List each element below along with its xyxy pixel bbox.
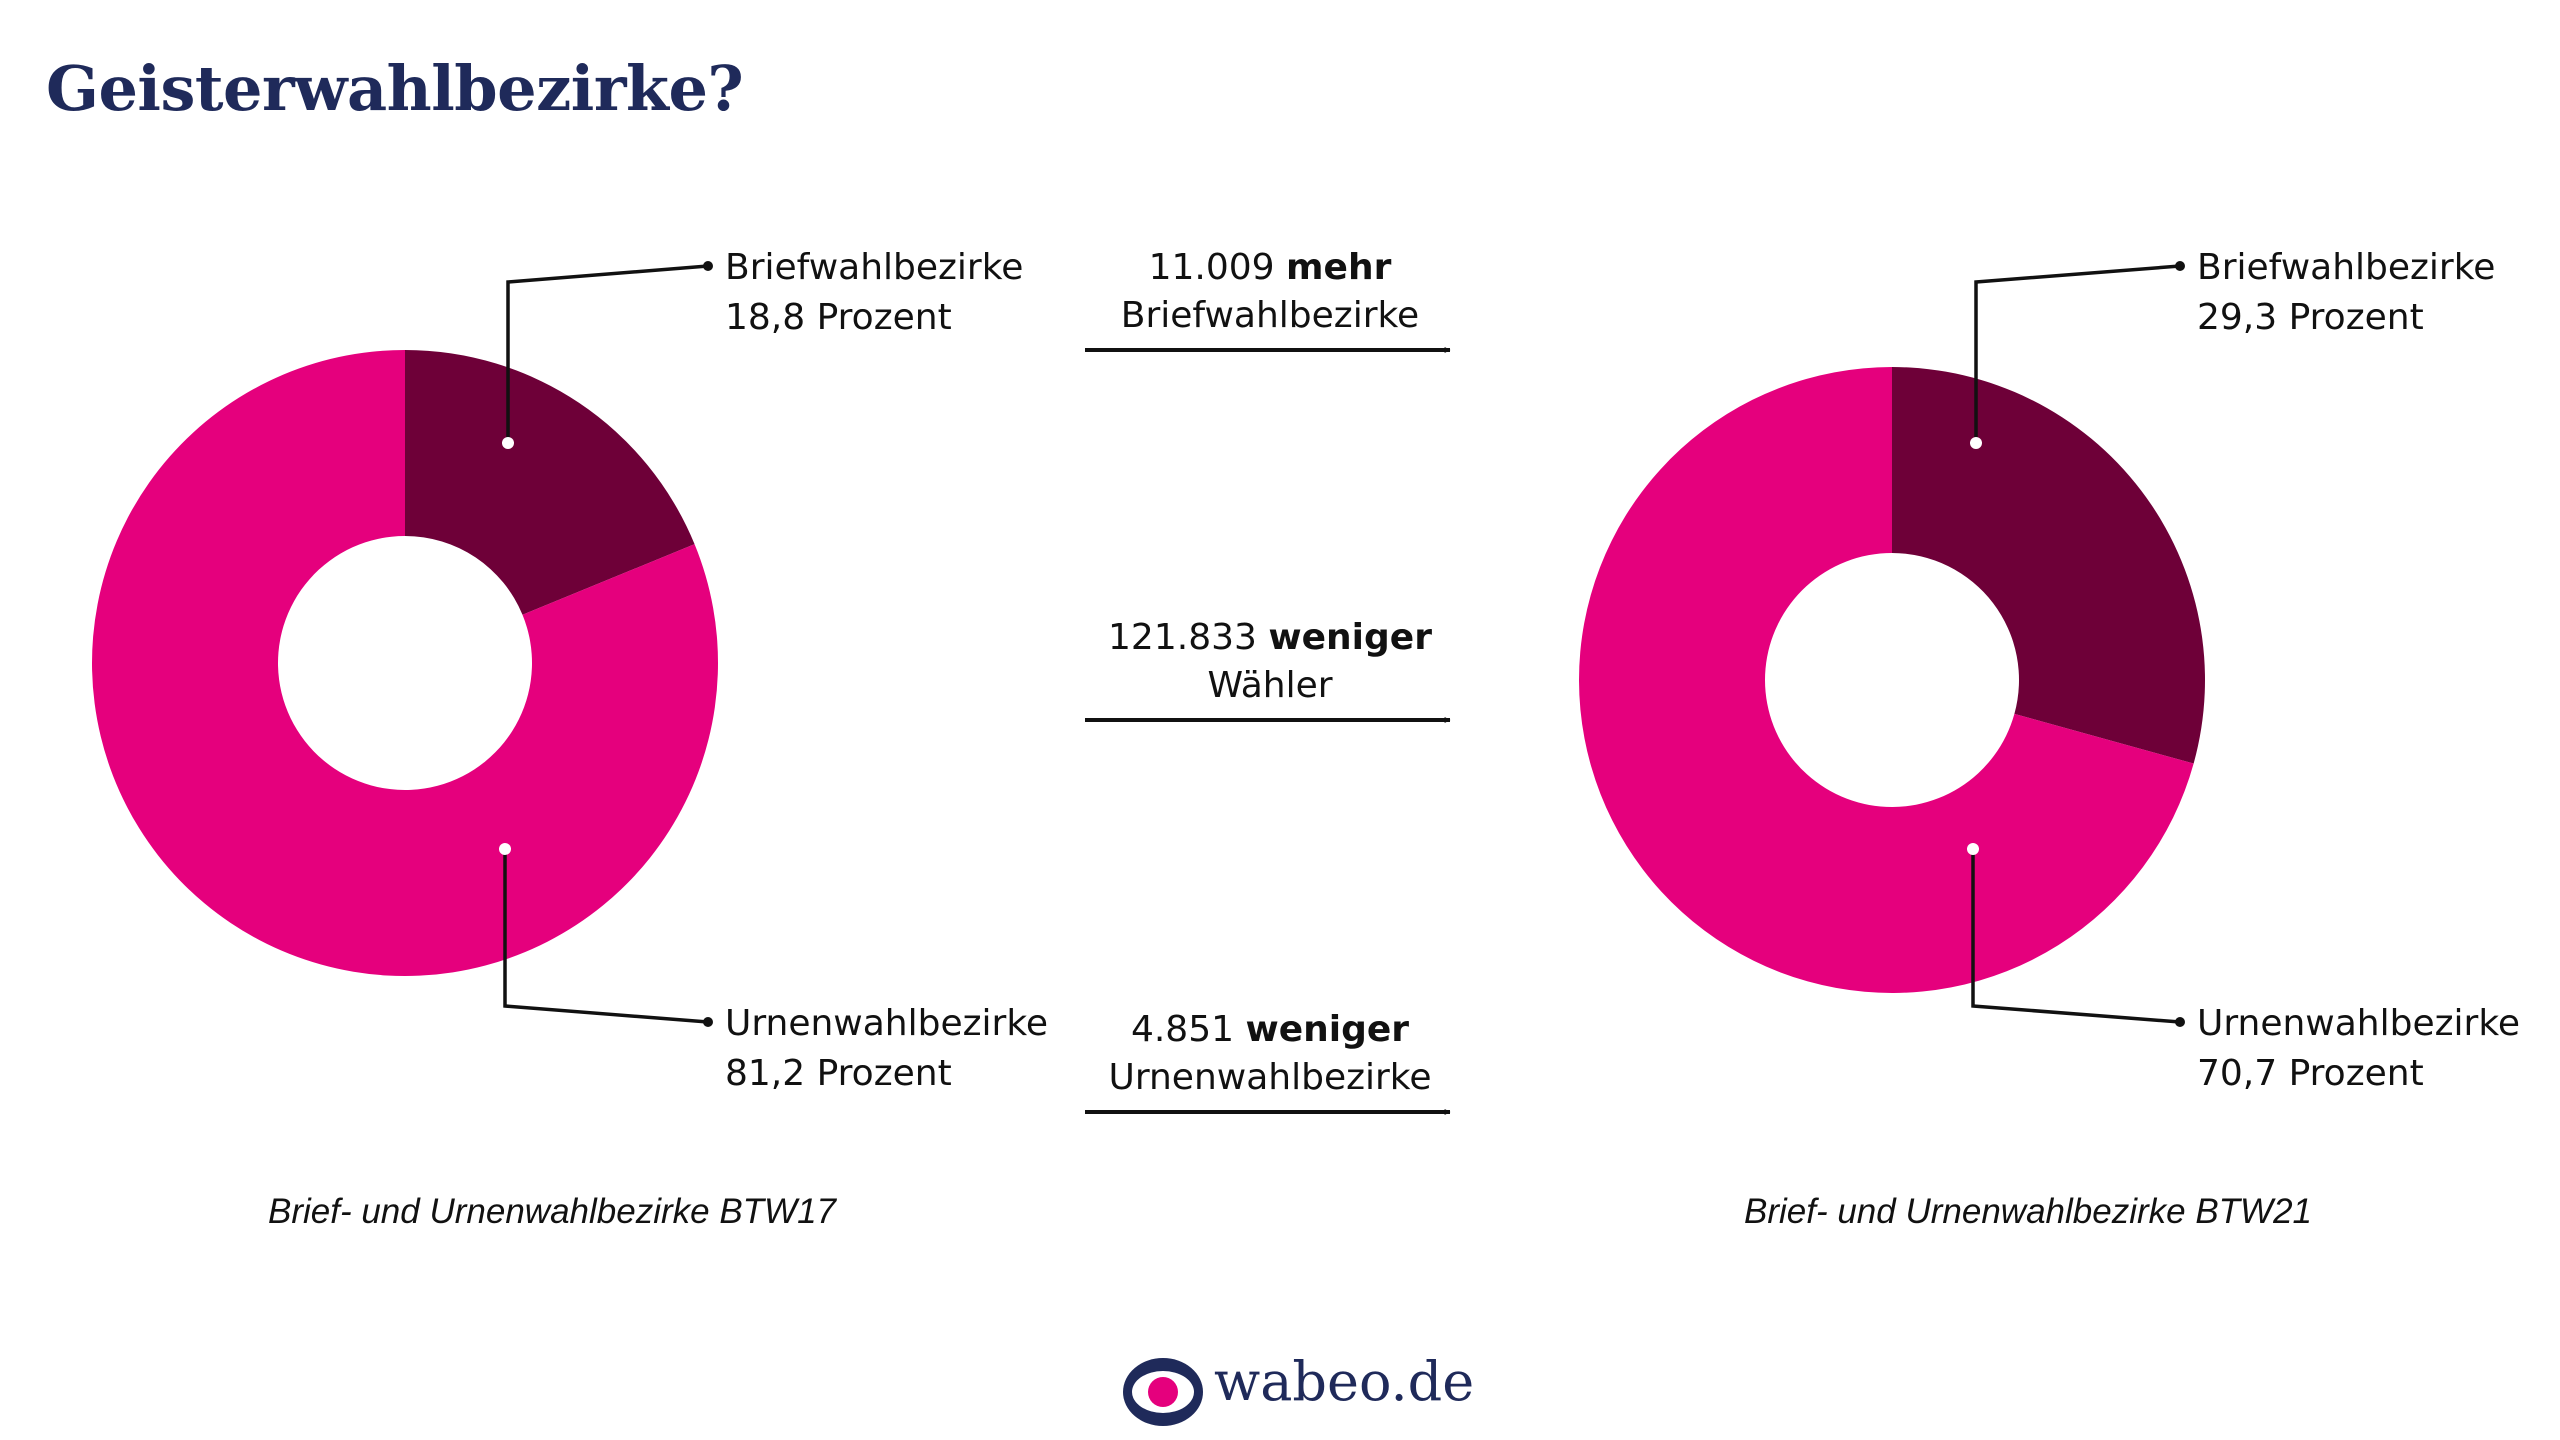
change-number: 4.851 xyxy=(1130,1009,1234,1050)
caption-btw17: Brief- und Urnenwahlbezirke BTW17 xyxy=(268,1192,837,1231)
change-subject: Urnenwahlbezirke xyxy=(1108,1057,1432,1098)
leader-dot-end-brief-btw17 xyxy=(703,261,713,271)
change-direction: mehr xyxy=(1286,247,1392,288)
leader-dot-start-brief-btw21 xyxy=(1970,437,1982,449)
leader-line-brief-btw17 xyxy=(506,264,709,443)
leader-dot-start-brief-btw17 xyxy=(502,437,514,449)
donut-chart-btw17 xyxy=(91,350,719,976)
slice-urnenwahlbezirke-btw21 xyxy=(1579,367,2194,993)
change-subject: Briefwahlbezirke xyxy=(1120,295,1420,336)
leader-dot-end-urne-btw21 xyxy=(2175,1017,2185,1027)
slice-briefwahlbezirke-btw17 xyxy=(405,350,695,615)
label-brief-btw21: Briefwahlbezirke 29,3 Prozent xyxy=(2197,243,2495,343)
label-urne-value-btw17: 81,2 Prozent xyxy=(725,1053,952,1094)
leader-dot-end-urne-btw17 xyxy=(703,1017,713,1027)
label-urne-btw17: Urnenwahlbezirke 81,2 Prozent xyxy=(725,999,1048,1099)
label-urne-btw21: Urnenwahlbezirke 70,7 Prozent xyxy=(2197,999,2520,1099)
slice-briefwahlbezirke-btw21 xyxy=(1892,367,2206,764)
change-subject: Wähler xyxy=(1207,665,1333,706)
change-urnenwahlbezirke: 4.851 weniger Urnenwahlbezirke xyxy=(1040,1006,1500,1102)
label-brief-value-btw17: 18,8 Prozent xyxy=(725,297,952,338)
donut-chart-btw21 xyxy=(1579,367,2206,993)
leader-line-brief-btw21 xyxy=(1974,264,2181,443)
change-number: 121.833 xyxy=(1108,617,1257,658)
label-urne-name-btw17: Urnenwahlbezirke xyxy=(725,1003,1049,1044)
change-number: 11.009 xyxy=(1148,247,1275,288)
leader-dot-start-urne-btw17 xyxy=(499,843,511,855)
label-urne-value-btw21: 70,7 Prozent xyxy=(2197,1053,2424,1094)
leader-line-urne-btw21 xyxy=(1971,849,2181,1024)
leader-line-urne-btw17 xyxy=(503,849,709,1024)
change-briefwahlbezirke: 11.009 mehr Briefwahlbezirke xyxy=(1040,244,1500,340)
label-brief-btw17: Briefwahlbezirke 18,8 Prozent xyxy=(725,243,1023,343)
caption-btw21: Brief- und Urnenwahlbezirke BTW21 xyxy=(1744,1192,2313,1231)
change-waehler: 121.833 weniger Wähler xyxy=(1040,614,1500,710)
label-brief-value-btw21: 29,3 Prozent xyxy=(2197,297,2424,338)
page-title: Geisterwahlbezirke? xyxy=(46,52,744,125)
eye-logo-icon xyxy=(1123,1358,1203,1426)
label-urne-name-btw21: Urnenwahlbezirke xyxy=(2197,1003,2521,1044)
label-brief-name-btw17: Briefwahlbezirke xyxy=(725,247,1024,288)
brand-name: wabeo.de xyxy=(1214,1350,1475,1413)
label-brief-name-btw21: Briefwahlbezirke xyxy=(2197,247,2496,288)
slice-urnenwahlbezirke-btw17 xyxy=(91,350,719,976)
change-direction: weniger xyxy=(1268,617,1432,658)
leader-dot-start-urne-btw21 xyxy=(1967,843,1979,855)
change-direction: weniger xyxy=(1245,1009,1410,1050)
leader-dot-end-brief-btw21 xyxy=(2175,261,2185,271)
